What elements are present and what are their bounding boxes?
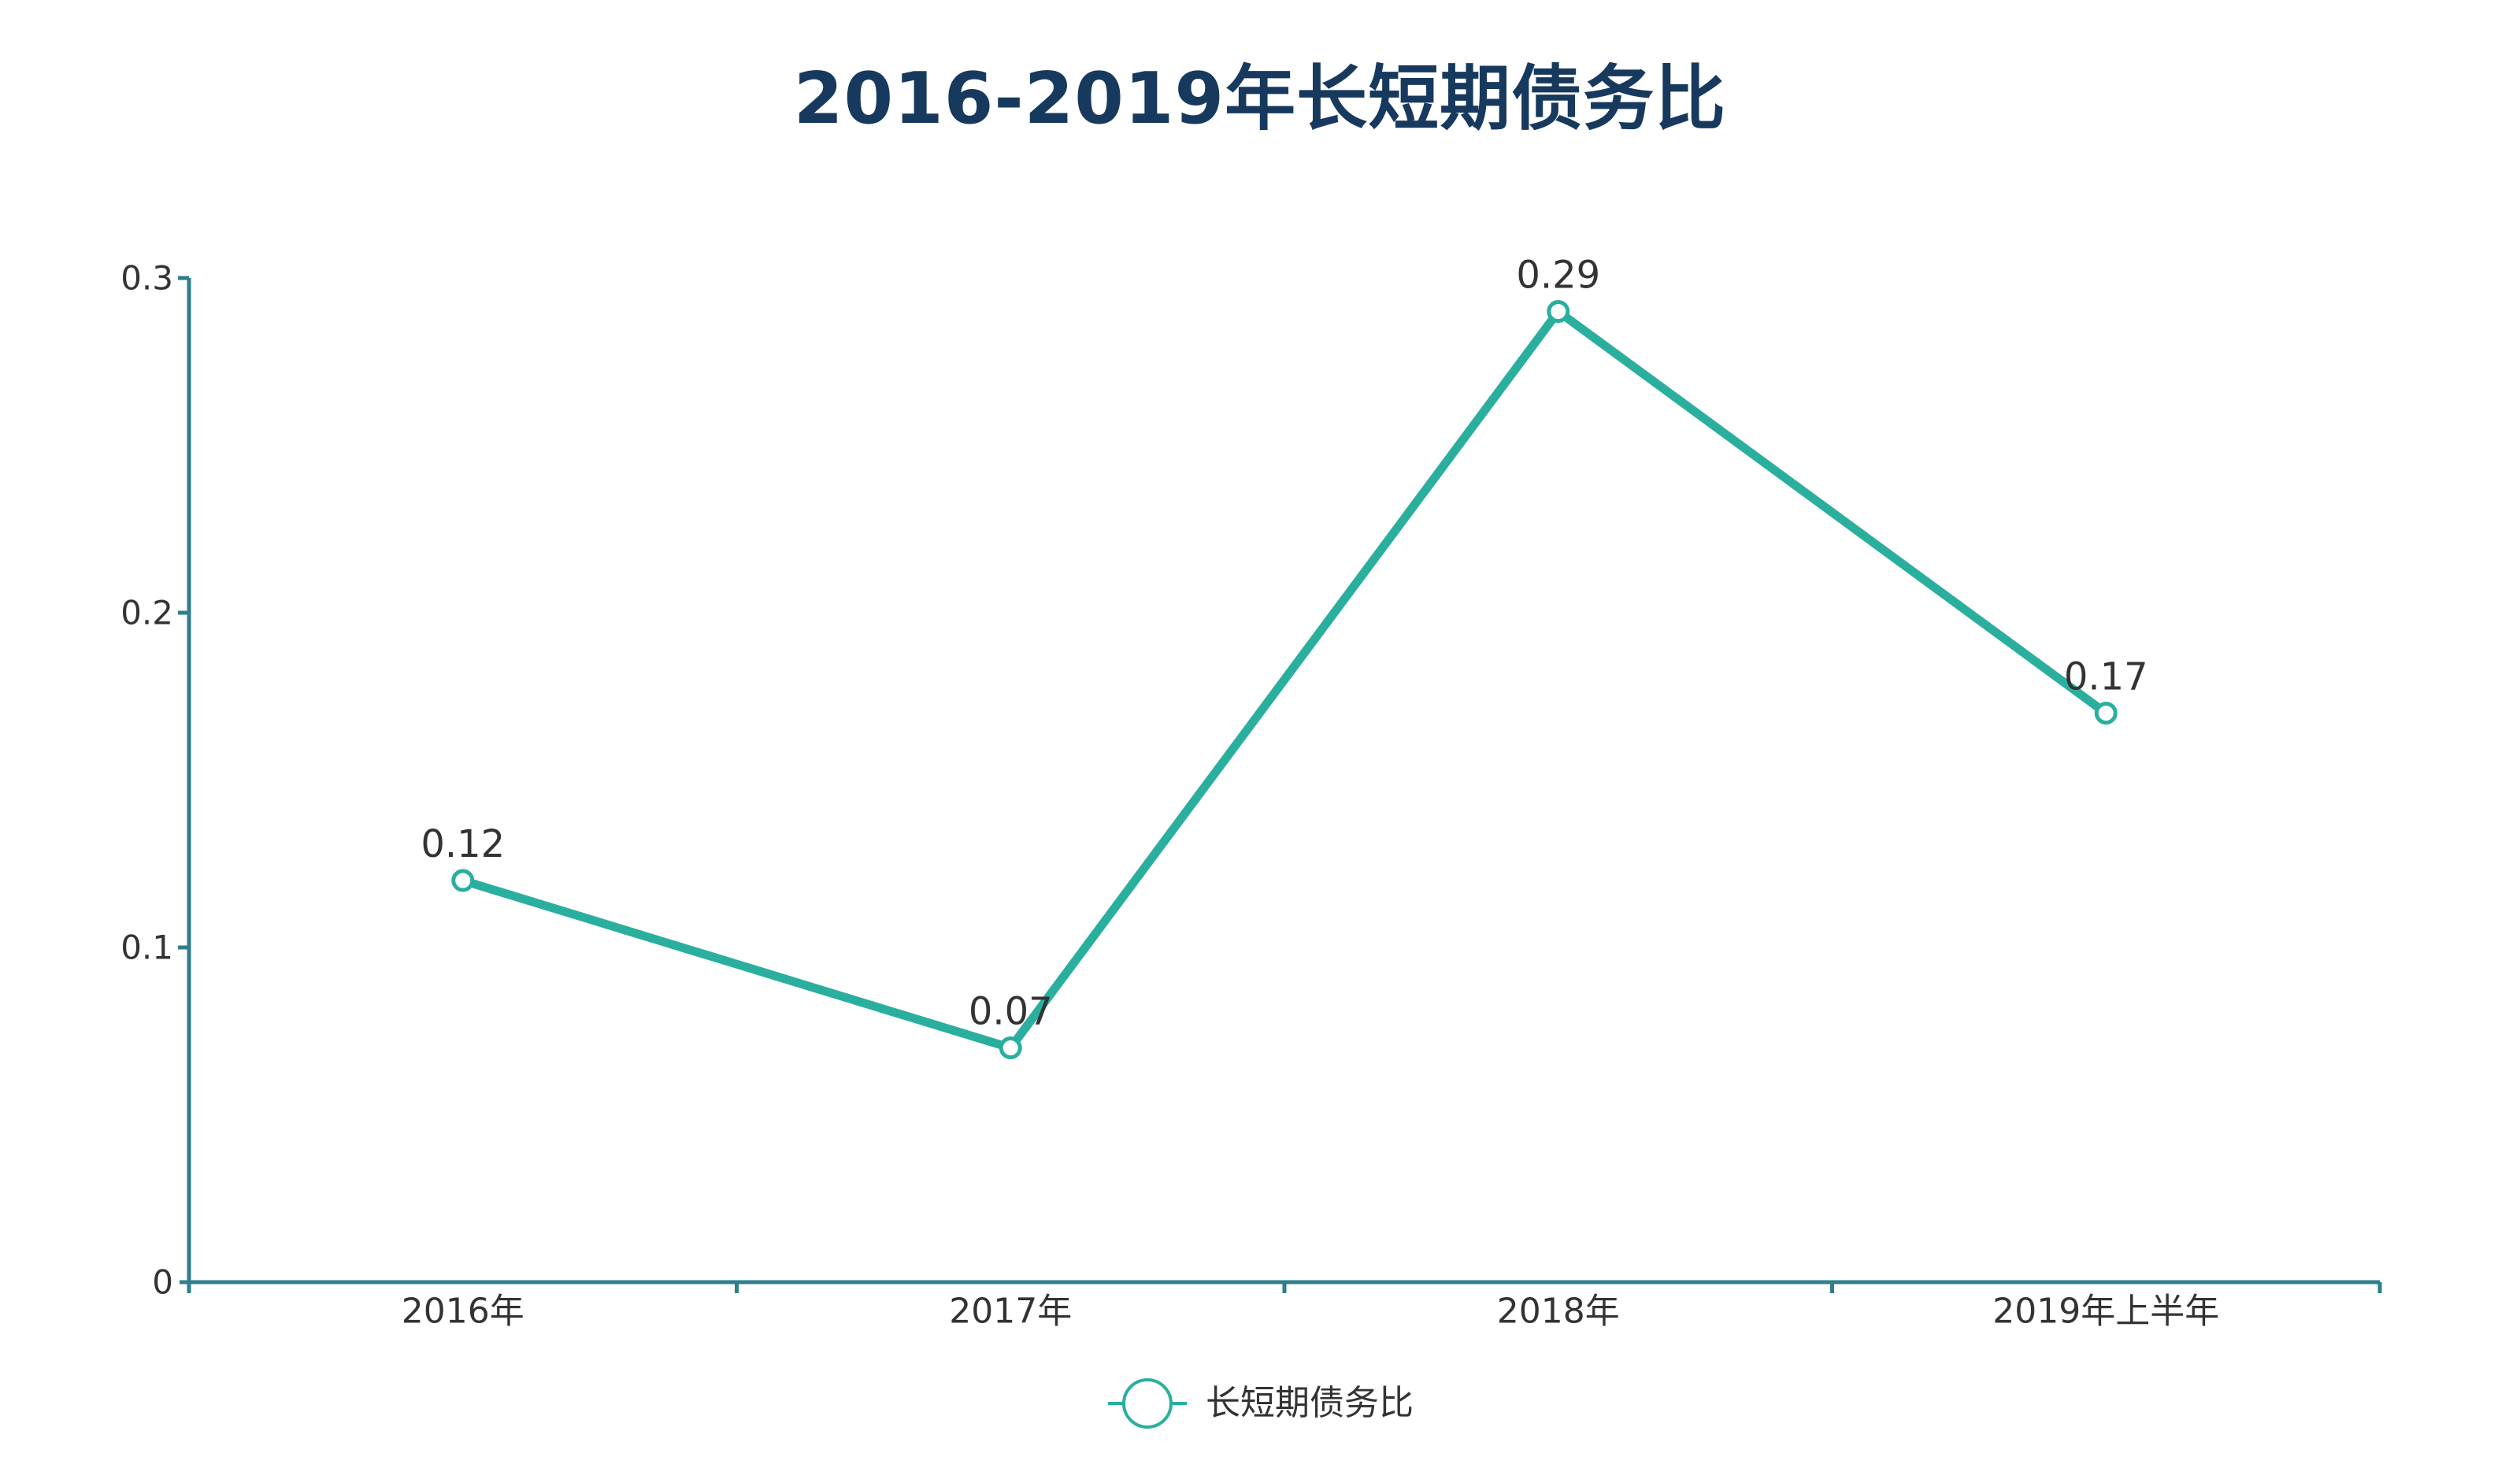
data-point-label: 0.29 (1516, 254, 1600, 298)
legend-item[interactable]: 长短期债务比 (1106, 1375, 1414, 1432)
data-point-label: 0.07 (969, 990, 1053, 1034)
y-axis-tick-label: 0 (152, 1262, 173, 1301)
chart-legend: 长短期债务比 (0, 1375, 2520, 1432)
data-point-marker[interactable] (451, 869, 475, 892)
x-axis-category-label: 2016年 (402, 1291, 524, 1331)
line-series-legend-icon (1108, 1378, 1187, 1429)
x-axis-category-label: 2018年 (1497, 1291, 1620, 1331)
axes-layer (178, 276, 2382, 1293)
data-point-label: 0.12 (421, 822, 505, 866)
data-point-marker[interactable] (1547, 300, 1570, 323)
legend-item-label: 长短期债务比 (1206, 1383, 1414, 1423)
x-axis-category-label: 2019年上半年 (1992, 1291, 2219, 1331)
chart-title: 2016-2019年长短期债务比 (793, 57, 1727, 140)
data-point-marker[interactable] (999, 1036, 1022, 1059)
data-point-marker[interactable] (2094, 702, 2118, 725)
series-line (458, 307, 2110, 1052)
series-layer (451, 300, 2118, 1059)
data-point-label: 0.17 (2064, 655, 2148, 699)
y-axis-tick-label: 0.3 (120, 258, 173, 297)
y-axis-tick-label: 0.1 (120, 928, 173, 966)
labels-layer: 0 0.1 0.2 0.3 2016年 2017年 2018年 2019年上半年 0.12 0.0… (120, 254, 2219, 1332)
x-axis-category-label: 2017年 (949, 1291, 1072, 1331)
y-axis-tick-label: 0.2 (120, 593, 173, 632)
